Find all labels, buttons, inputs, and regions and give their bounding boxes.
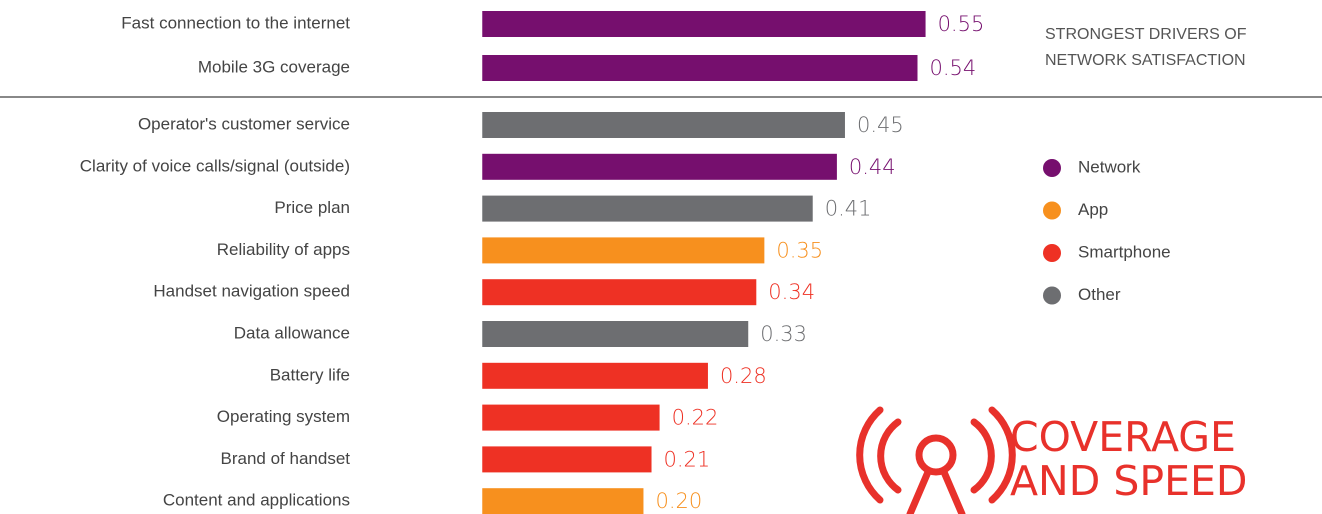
- value-label: 0.35: [776, 238, 823, 262]
- logo-text: COVERAGE: [1010, 413, 1236, 461]
- value-label: 0.21: [664, 447, 711, 471]
- bar: [482, 112, 845, 138]
- value-label: 0.28: [720, 364, 767, 388]
- legend-label: Smartphone: [1078, 242, 1171, 261]
- bar: [482, 321, 749, 347]
- annotation: STRONGEST DRIVERS OF: [1045, 26, 1247, 43]
- value-label: 0.54: [930, 56, 977, 80]
- value-label: 0.55: [938, 12, 985, 36]
- bar: [482, 11, 926, 37]
- legend-label: App: [1078, 200, 1108, 219]
- bar: [482, 362, 708, 389]
- annotation: NETWORK SATISFACTION: [1045, 52, 1246, 69]
- bar: [482, 279, 757, 306]
- value-label: 0.20: [655, 489, 702, 513]
- category-label: Data allowance: [234, 323, 350, 342]
- category-label: Content and applications: [163, 491, 350, 510]
- legend-label: Other: [1078, 285, 1121, 304]
- legend-swatch: [1043, 201, 1061, 220]
- category-label: Mobile 3G coverage: [198, 57, 350, 76]
- category-label: Price plan: [274, 198, 350, 217]
- bar: [482, 446, 652, 473]
- logo-icon: [856, 406, 1016, 514]
- bar: [482, 237, 765, 264]
- bar: [482, 488, 644, 514]
- legend-swatch: [1043, 286, 1061, 305]
- bar: [482, 153, 837, 180]
- category-label: Operator's customer service: [138, 114, 350, 133]
- bar: [482, 55, 918, 81]
- value-label: 0.45: [857, 113, 904, 137]
- bar: [482, 404, 660, 431]
- value-label: 0.41: [825, 197, 872, 221]
- legend-label: Network: [1078, 157, 1141, 176]
- legend-swatch: [1043, 244, 1061, 262]
- legend-swatch: [1043, 159, 1061, 177]
- value-label: 0.22: [672, 406, 719, 430]
- value-label: 0.33: [760, 322, 807, 346]
- category-label: Battery life: [270, 365, 350, 384]
- logo-text: AND SPEED: [1010, 457, 1247, 505]
- category-label: Brand of handset: [221, 449, 351, 468]
- category-label: Reliability of apps: [217, 240, 350, 259]
- category-label: Fast connection to the internet: [121, 13, 350, 32]
- category-label: Handset navigation speed: [153, 282, 350, 301]
- category-label: Clarity of voice calls/signal (outside): [80, 156, 350, 175]
- value-label: 0.44: [849, 155, 896, 179]
- bar: [482, 195, 813, 222]
- category-label: Operating system: [217, 407, 350, 426]
- value-label: 0.34: [768, 280, 815, 304]
